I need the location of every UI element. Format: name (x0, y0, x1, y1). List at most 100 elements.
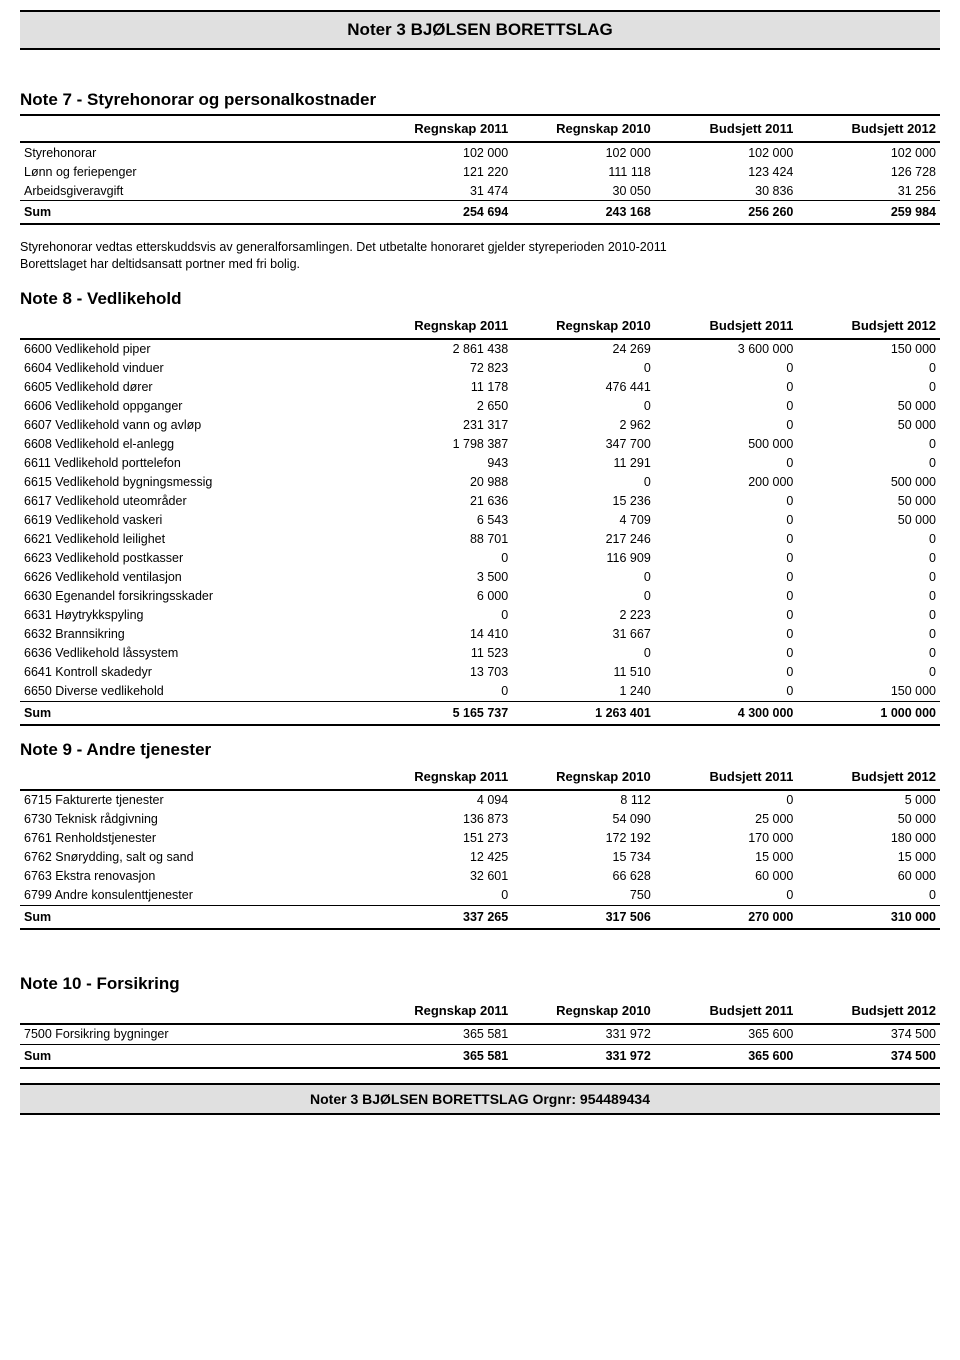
sum-label: Sum (20, 905, 370, 929)
sum-value: 256 260 (655, 201, 798, 225)
row-label: 6615 Vedlikehold bygningsmessig (20, 473, 370, 492)
table-row: 6715 Fakturerte tjenester4 0948 11205 00… (20, 790, 940, 810)
row-value: 50 000 (797, 397, 940, 416)
row-value: 102 000 (655, 142, 798, 162)
note10-table: Regnskap 2011 Regnskap 2010 Budsjett 201… (20, 998, 940, 1069)
row-value: 0 (655, 530, 798, 549)
page-footer-title: Noter 3 BJØLSEN BORETTSLAG Orgnr: 954489… (310, 1091, 650, 1107)
row-value: 15 000 (797, 848, 940, 867)
row-value: 331 972 (512, 1024, 655, 1045)
row-value: 231 317 (370, 416, 513, 435)
row-value: 0 (512, 587, 655, 606)
row-value: 0 (797, 568, 940, 587)
table-row: 6606 Vedlikehold oppganger2 6500050 000 (20, 397, 940, 416)
row-value: 0 (797, 587, 940, 606)
table-row: 6799 Andre konsulenttjenester075000 (20, 886, 940, 906)
row-value: 15 000 (655, 848, 798, 867)
row-value: 0 (797, 454, 940, 473)
note10-sum-row: Sum 365 581 331 972 365 600 374 500 (20, 1044, 940, 1068)
row-value: 24 269 (512, 339, 655, 359)
table-row: 6600 Vedlikehold piper2 861 43824 2693 6… (20, 339, 940, 359)
row-label: 6715 Fakturerte tjenester (20, 790, 370, 810)
table-row: 7500 Forsikring bygninger365 581331 9723… (20, 1024, 940, 1045)
row-value: 11 178 (370, 378, 513, 397)
table-header-empty (20, 313, 370, 339)
row-label: Arbeidsgiveravgift (20, 181, 370, 201)
table-header-col: Regnskap 2011 (370, 115, 513, 142)
table-header-empty (20, 115, 370, 142)
row-label: 6730 Teknisk rådgivning (20, 810, 370, 829)
row-value: 0 (370, 886, 513, 906)
table-header-col: Regnskap 2011 (370, 313, 513, 339)
row-value: 11 291 (512, 454, 655, 473)
row-label: 6763 Ekstra renovasjon (20, 867, 370, 886)
row-value: 0 (655, 644, 798, 663)
row-value: 170 000 (655, 829, 798, 848)
table-row: 6630 Egenandel forsikringsskader6 000000 (20, 587, 940, 606)
row-value: 943 (370, 454, 513, 473)
table-row: 6604 Vedlikehold vinduer72 823000 (20, 359, 940, 378)
row-label: 6617 Vedlikehold uteområder (20, 492, 370, 511)
row-value: 365 600 (655, 1024, 798, 1045)
row-value: 180 000 (797, 829, 940, 848)
row-value: 500 000 (655, 435, 798, 454)
row-value: 150 000 (797, 682, 940, 702)
row-value: 0 (797, 530, 940, 549)
row-label: 6600 Vedlikehold piper (20, 339, 370, 359)
row-label: 6641 Kontroll skadedyr (20, 663, 370, 682)
row-value: 50 000 (797, 416, 940, 435)
table-row: 6762 Snørydding, salt og sand12 42515 73… (20, 848, 940, 867)
row-value: 365 581 (370, 1024, 513, 1045)
row-value: 0 (655, 511, 798, 530)
sum-value: 1 000 000 (797, 701, 940, 725)
note9-sum-row: Sum 337 265 317 506 270 000 310 000 (20, 905, 940, 929)
row-value: 136 873 (370, 810, 513, 829)
note8-sum-row: Sum 5 165 737 1 263 401 4 300 000 1 000 … (20, 701, 940, 725)
table-row: 6608 Vedlikehold el-anlegg1 798 387347 7… (20, 435, 940, 454)
row-label: 6631 Høytrykkspyling (20, 606, 370, 625)
table-header-empty (20, 764, 370, 790)
row-label: 6799 Andre konsulenttjenester (20, 886, 370, 906)
row-value: 200 000 (655, 473, 798, 492)
table-header-col: Budsjett 2012 (797, 998, 940, 1024)
row-label: 6605 Vedlikehold dører (20, 378, 370, 397)
row-label: 6636 Vedlikehold låssystem (20, 644, 370, 663)
row-value: 0 (797, 359, 940, 378)
row-value: 31 256 (797, 181, 940, 201)
row-value: 172 192 (512, 829, 655, 848)
table-header-row: Regnskap 2011 Regnskap 2010 Budsjett 201… (20, 313, 940, 339)
intertext-line: Styrehonorar vedtas etterskuddsvis av ge… (20, 240, 667, 254)
table-header-col: Regnskap 2010 (512, 998, 655, 1024)
table-row: 6641 Kontroll skadedyr13 70311 51000 (20, 663, 940, 682)
row-value: 21 636 (370, 492, 513, 511)
row-value: 0 (797, 549, 940, 568)
table-row: 6636 Vedlikehold låssystem11 523000 (20, 644, 940, 663)
note9-body: 6715 Fakturerte tjenester4 0948 11205 00… (20, 790, 940, 906)
row-value: 102 000 (512, 142, 655, 162)
row-value: 60 000 (655, 867, 798, 886)
row-value: 88 701 (370, 530, 513, 549)
row-value: 4 709 (512, 511, 655, 530)
row-value: 0 (797, 625, 940, 644)
row-label: 7500 Forsikring bygninger (20, 1024, 370, 1045)
row-value: 0 (797, 663, 940, 682)
table-header-empty (20, 998, 370, 1024)
row-value: 1 240 (512, 682, 655, 702)
row-value: 72 823 (370, 359, 513, 378)
sum-value: 331 972 (512, 1044, 655, 1068)
row-value: 116 909 (512, 549, 655, 568)
note7-sum-row: Sum 254 694 243 168 256 260 259 984 (20, 201, 940, 225)
table-header-col: Regnskap 2011 (370, 998, 513, 1024)
row-value: 6 000 (370, 587, 513, 606)
row-value: 6 543 (370, 511, 513, 530)
table-row: 6631 Høytrykkspyling02 22300 (20, 606, 940, 625)
row-label: 6650 Diverse vedlikehold (20, 682, 370, 702)
row-label: 6608 Vedlikehold el-anlegg (20, 435, 370, 454)
table-row: 6623 Vedlikehold postkasser0116 90900 (20, 549, 940, 568)
row-value: 32 601 (370, 867, 513, 886)
row-value: 25 000 (655, 810, 798, 829)
row-value: 0 (797, 606, 940, 625)
row-value: 66 628 (512, 867, 655, 886)
table-row: 6615 Vedlikehold bygningsmessig20 988020… (20, 473, 940, 492)
row-value: 0 (797, 886, 940, 906)
